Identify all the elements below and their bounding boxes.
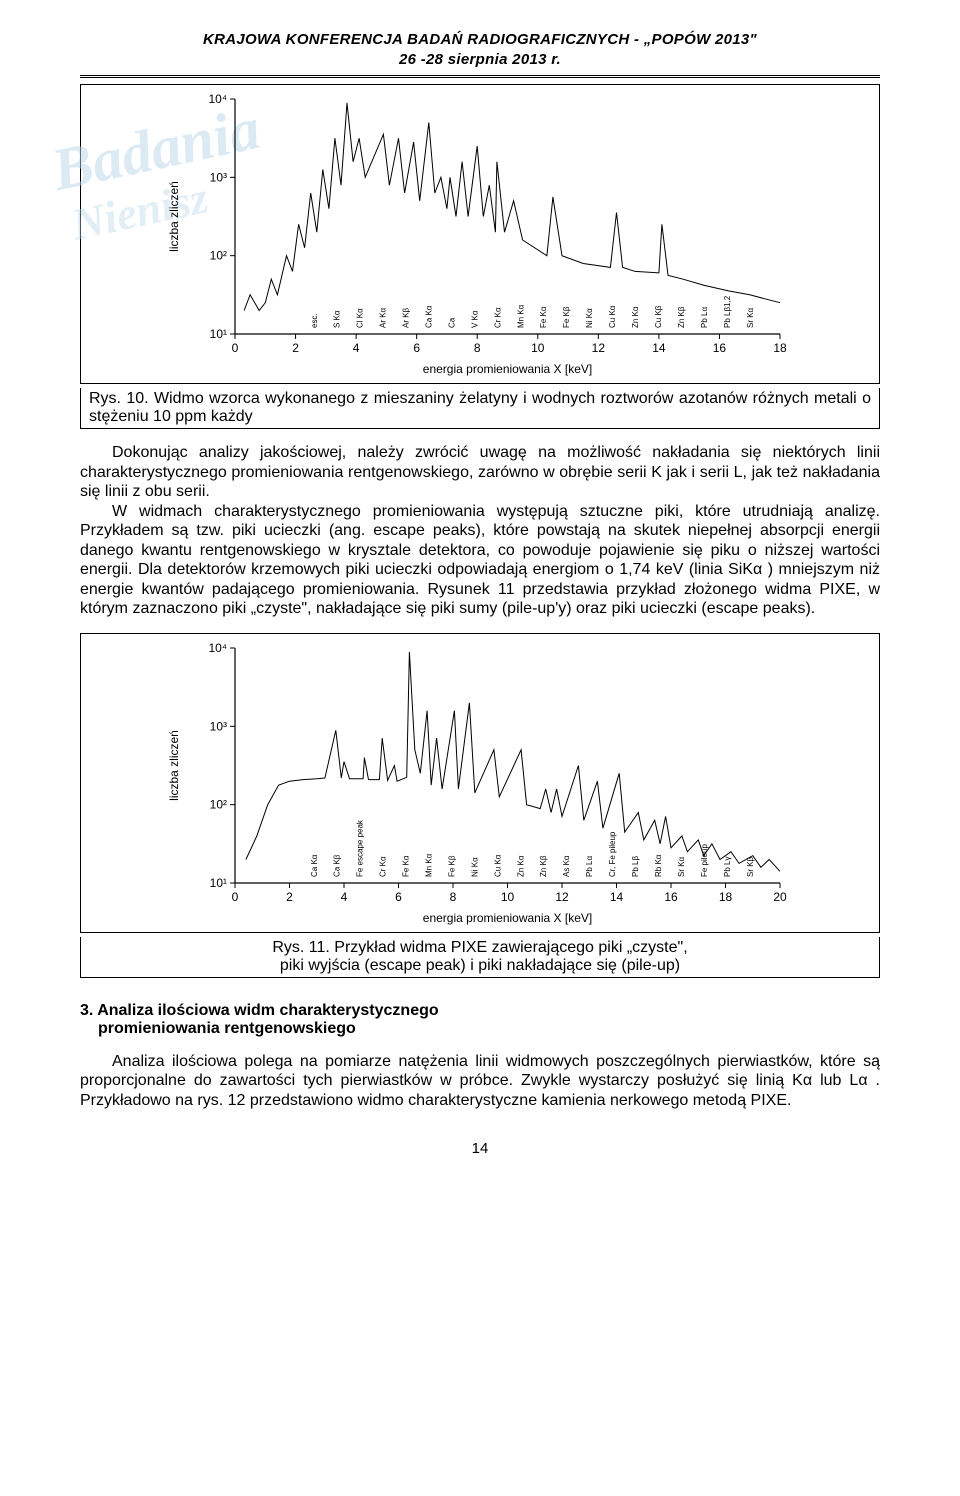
- svg-text:2: 2: [292, 341, 299, 355]
- svg-text:Sr Kα: Sr Kα: [677, 856, 686, 877]
- figure-10-box: Badania Nienisz 02468101214161810¹10²10³…: [80, 84, 880, 384]
- svg-text:liczba zliczeń: liczba zliczeń: [167, 730, 181, 801]
- svg-text:Cu Kα: Cu Kα: [493, 854, 502, 877]
- paragraph-3: Analiza ilościowa polega na pomiarze nat…: [80, 1052, 880, 1111]
- body-paragraphs: Dokonując analizy jakościowej, należy zw…: [80, 443, 880, 619]
- svg-text:Zn Kα: Zn Kα: [631, 306, 640, 328]
- svg-text:Zn Kα: Zn Kα: [516, 855, 525, 877]
- header-line2: 26 -28 sierpnia 2013 r.: [80, 50, 880, 70]
- svg-text:10: 10: [501, 890, 515, 904]
- header-line1: KRAJOWA KONFERENCJA BADAŃ RADIOGRAFICZNY…: [80, 30, 880, 50]
- fig11-caption-line1: Rys. 11. Przykład widma PIXE zawierające…: [89, 939, 871, 957]
- svg-text:Fe Kα: Fe Kα: [539, 306, 548, 328]
- svg-text:Zn Kβ: Zn Kβ: [677, 306, 686, 328]
- svg-text:18: 18: [719, 890, 733, 904]
- body-paragraph-3-wrap: Analiza ilościowa polega na pomiarze nat…: [80, 1052, 880, 1111]
- svg-text:10¹: 10¹: [210, 876, 227, 890]
- paragraph-2: W widmach charakterystycznego promieniow…: [80, 502, 880, 619]
- svg-text:8: 8: [450, 890, 457, 904]
- fig10-caption: Rys. 10. Widmo wzorca wykonanego z miesz…: [80, 388, 880, 429]
- svg-text:Pb Lα: Pb Lα: [585, 855, 594, 876]
- svg-text:12: 12: [592, 341, 606, 355]
- svg-text:10: 10: [531, 341, 545, 355]
- svg-text:Ni Kα: Ni Kα: [470, 857, 479, 877]
- svg-text:Sr Kβ: Sr Kβ: [746, 856, 755, 877]
- svg-text:6: 6: [413, 341, 420, 355]
- svg-text:6: 6: [395, 890, 402, 904]
- svg-text:Cr Kα: Cr Kα: [493, 307, 502, 328]
- svg-text:14: 14: [652, 341, 666, 355]
- svg-text:Rb Kα: Rb Kα: [654, 854, 663, 877]
- svg-text:0: 0: [232, 341, 239, 355]
- svg-text:Ca: Ca: [447, 317, 456, 328]
- svg-text:Fe escape peak: Fe escape peak: [356, 819, 365, 877]
- svg-text:0: 0: [232, 890, 239, 904]
- section-3-line2: promieniowania rentgenowskiego: [98, 1020, 880, 1038]
- svg-text:Cr, Fe pileup: Cr, Fe pileup: [608, 831, 617, 877]
- svg-text:esc.: esc.: [310, 313, 319, 328]
- svg-text:10²: 10²: [210, 797, 227, 811]
- svg-text:Fe Kβ: Fe Kβ: [447, 855, 456, 877]
- svg-text:energia promieniowania X [keV]: energia promieniowania X [keV]: [423, 911, 592, 925]
- svg-text:10³: 10³: [210, 719, 227, 733]
- svg-text:Cu Kβ: Cu Kβ: [654, 305, 663, 328]
- svg-text:Sr Kα: Sr Kα: [746, 307, 755, 328]
- svg-text:Fe Kβ: Fe Kβ: [562, 306, 571, 328]
- svg-text:Ar Kα: Ar Kα: [379, 307, 388, 328]
- fig11-caption: Rys. 11. Przykład widma PIXE zawierające…: [80, 937, 880, 978]
- svg-text:Fe pileup: Fe pileup: [700, 843, 709, 876]
- section-3-line1: 3. Analiza ilościowa widm charakterystyc…: [80, 1002, 880, 1020]
- svg-text:10²: 10²: [210, 249, 227, 263]
- svg-text:Ar Kβ: Ar Kβ: [402, 307, 411, 328]
- svg-text:16: 16: [664, 890, 678, 904]
- svg-text:Ca Kα: Ca Kα: [424, 305, 433, 328]
- svg-text:Fe Kα: Fe Kα: [402, 855, 411, 877]
- svg-text:2: 2: [286, 890, 293, 904]
- svg-text:10⁴: 10⁴: [208, 92, 227, 106]
- svg-text:10⁴: 10⁴: [208, 641, 227, 655]
- svg-text:Pb Lβ: Pb Lβ: [631, 855, 640, 876]
- svg-text:16: 16: [713, 341, 727, 355]
- svg-text:10³: 10³: [210, 170, 227, 184]
- svg-text:S Kα: S Kα: [333, 310, 342, 328]
- svg-text:8: 8: [474, 341, 481, 355]
- header-rule: [80, 75, 880, 78]
- svg-text:12: 12: [555, 890, 569, 904]
- fig10-chart: 0 2 4 6 8 10 12 14 16 18 10¹ 10² 10³ 10⁴ energia promi…: [160, 89, 800, 379]
- svg-text:4: 4: [341, 890, 348, 904]
- svg-text:Cl Kα: Cl Kα: [356, 308, 365, 328]
- fig11-chart: 0 2 4 6 8 10 12 14 16 18 20 10¹ 10² 10³ 10⁴ energia pro…: [160, 638, 800, 928]
- svg-text:Zn Kβ: Zn Kβ: [539, 855, 548, 877]
- svg-text:energia promieniowania X [keV]: energia promieniowania X [keV]: [423, 362, 592, 376]
- svg-text:18: 18: [773, 341, 787, 355]
- svg-text:4: 4: [353, 341, 360, 355]
- svg-text:Ca Kα: Ca Kα: [310, 854, 319, 877]
- fig10-caption-text: Rys. 10. Widmo wzorca wykonanego z miesz…: [89, 390, 871, 425]
- svg-text:Pb Lα: Pb Lα: [700, 307, 709, 328]
- figure-11-box: 0 2 4 6 8 10 12 14 16 18 20 10¹ 10² 10³ 10⁴ energia pro…: [80, 633, 880, 933]
- svg-text:Cu Kα: Cu Kα: [608, 305, 617, 328]
- paragraph-1: Dokonując analizy jakościowej, należy zw…: [80, 443, 880, 502]
- page-header: KRAJOWA KONFERENCJA BADAŃ RADIOGRAFICZNY…: [80, 30, 880, 75]
- svg-text:14: 14: [610, 890, 624, 904]
- svg-text:Pb Lγ: Pb Lγ: [723, 856, 732, 876]
- svg-text:liczba zliczeń: liczba zliczeń: [167, 181, 181, 252]
- fig11-caption-line2: piki wyjścia (escape peak) i piki nakład…: [89, 957, 871, 975]
- section-3-heading: 3. Analiza ilościowa widm charakterystyc…: [80, 1002, 880, 1038]
- page-number: 14: [80, 1140, 880, 1157]
- svg-text:20: 20: [773, 890, 787, 904]
- svg-text:10¹: 10¹: [210, 327, 227, 341]
- svg-text:As Kα: As Kα: [562, 855, 571, 877]
- svg-text:Cr Kα: Cr Kα: [379, 856, 388, 877]
- svg-text:V Kα: V Kα: [470, 310, 479, 328]
- svg-text:Pb Lβ1,2: Pb Lβ1,2: [723, 295, 732, 328]
- svg-text:Ca Kβ: Ca Kβ: [333, 854, 342, 877]
- svg-text:Mn Kα: Mn Kα: [424, 853, 433, 877]
- svg-text:Ni Kα: Ni Kα: [585, 308, 594, 328]
- svg-text:Mn Kα: Mn Kα: [516, 304, 525, 328]
